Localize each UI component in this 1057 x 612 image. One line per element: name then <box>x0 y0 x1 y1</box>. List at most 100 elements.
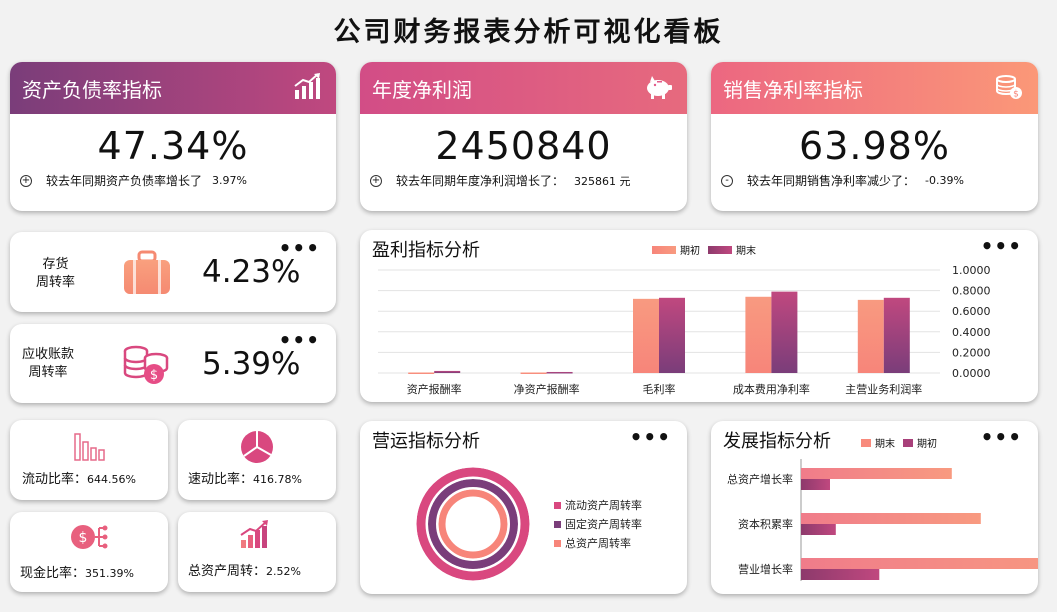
bar-begin <box>633 298 659 373</box>
y-tick-label: 0.2000 <box>952 346 991 359</box>
legend-label-end: 期末 <box>875 439 895 450</box>
cash-network-icon: $ <box>71 525 108 549</box>
asset-turnover-card: 总资产周转：2.52% <box>178 512 336 592</box>
current-ratio-card: 流动比率：644.56% <box>10 420 168 500</box>
bar-begin <box>520 372 547 374</box>
kpi-note: - 较去年同期销售净利率减少了： -0.39% <box>711 172 1038 189</box>
kpi-note-text: 较去年同期销售净利率减少了： <box>747 174 916 188</box>
x-tick-label: 主营业务利润率 <box>845 382 922 396</box>
receivable-turnover-label: 应收账款 周转率 <box>22 347 75 380</box>
profit-chart-plot: 1.0000 0.8000 0.6000 0.4000 0.2000 0.0000 资产报酬… <box>378 264 991 396</box>
more-menu-icon[interactable]: ••• <box>278 328 320 352</box>
x-tick-label: 成本费用净利率 <box>733 382 810 396</box>
receivable-turnover-value: 5.39% <box>202 346 301 382</box>
legend-label-begin: 期初 <box>680 246 700 257</box>
kpi-note-text: 较去年同期年度净利润增长了： <box>396 174 565 188</box>
bar-begin <box>801 569 880 580</box>
kpi-value: 2450840 <box>435 124 612 168</box>
kpi-change: 3.97% <box>212 174 247 187</box>
legend-swatch-begin <box>652 245 676 254</box>
more-menu-icon[interactable]: ••• <box>980 425 1022 449</box>
cash-ratio: 现金比率：351.39% <box>20 566 134 581</box>
kpi-value: 47.34% <box>97 124 249 168</box>
bar-end <box>801 513 981 524</box>
kpi-note: + 较去年同期资产负债率增长了 3.97% <box>10 172 336 189</box>
more-menu-icon[interactable]: ••• <box>278 236 320 260</box>
kpi-change: -0.39% <box>925 174 964 187</box>
kpi-card-net-profit: 年度净利润 2450840 + 较去年同期年度净利润增长了： 325861 元 <box>360 62 687 211</box>
profit-chart-card: 盈利指标分析 ••• 期初 期末 1.0000 0.8000 0.6000 0.400… <box>360 230 1038 402</box>
donut-ring-2 <box>428 479 518 569</box>
operations-chart-title: 营运指标分析 <box>372 431 480 452</box>
more-menu-icon[interactable]: ••• <box>980 234 1022 258</box>
plus-circle-icon: + <box>370 174 382 187</box>
bar-chart-icon <box>74 433 105 461</box>
kpi-title: 销售净利率指标 <box>723 77 863 102</box>
pie-chart-icon <box>241 431 273 463</box>
kpi-change: 325861 元 <box>574 174 631 188</box>
development-chart-legend: 期末 期初 <box>861 435 937 450</box>
money-icon: $ <box>996 75 1022 100</box>
operations-chart-card: 营运指标分析 ••• 流动资产周转率 固定资产周转率 总资产周转率 <box>360 421 687 594</box>
minus-circle-icon: - <box>721 174 733 187</box>
legend-swatch-end <box>861 438 871 447</box>
svg-text:$: $ <box>79 530 88 546</box>
legend-swatch-begin <box>903 438 913 447</box>
bar-end <box>771 291 798 373</box>
bar-begin <box>408 372 435 374</box>
kpi-header: 销售净利率指标 $ <box>711 62 1038 114</box>
cash-ratio-card: $ 现金比率：351.39% <box>10 512 168 592</box>
legend-label-begin: 期初 <box>917 439 937 450</box>
inventory-turnover-label: 存货 周转率 <box>36 257 76 290</box>
plus-circle-icon: + <box>20 174 32 187</box>
bar-end <box>659 297 685 373</box>
donut-ring-divider <box>415 466 531 582</box>
bar-end <box>434 370 461 373</box>
more-menu-icon[interactable]: ••• <box>629 425 671 449</box>
y-tick-label: 0.8000 <box>952 285 991 298</box>
bar-begin <box>801 524 836 535</box>
receivable-turnover-card: ••• 应收账款 周转率 $ 5.39% <box>10 324 336 403</box>
bar-end <box>801 468 952 479</box>
svg-text:$: $ <box>150 368 158 383</box>
kpi-header: 资产负债率指标 <box>10 62 336 114</box>
kpi-title: 年度净利润 <box>372 77 472 102</box>
y-tick-label: 资本积累率 <box>738 517 793 531</box>
donut-ring-1 <box>416 467 530 581</box>
x-tick-label: 净资产报酬率 <box>514 382 580 396</box>
kpi-card-net-margin: 销售净利率指标 $ 63.98% - 较去年同期销售净利率减少了： -0.39% <box>711 62 1038 211</box>
briefcase-icon <box>124 250 170 294</box>
bar-begin <box>745 296 772 373</box>
current-ratio: 流动比率：644.56% <box>22 472 136 487</box>
kpi-note-text: 较去年同期资产负债率增长了 <box>46 174 203 188</box>
bar-begin <box>857 299 884 373</box>
quick-ratio: 速动比率：416.78% <box>188 472 302 487</box>
legend-swatch <box>554 521 561 528</box>
y-tick-label: 0.0000 <box>952 367 991 380</box>
donut-ring-3 <box>438 489 508 559</box>
bar-end <box>546 371 573 374</box>
growth-chart-icon <box>294 73 320 99</box>
bar-begin <box>801 479 830 490</box>
kpi-header: 年度净利润 <box>360 62 687 114</box>
svg-text:$: $ <box>1013 90 1019 100</box>
x-tick-label: 资产报酬率 <box>407 382 462 396</box>
profit-chart-title: 盈利指标分析 <box>372 240 480 261</box>
kpi-card-debt-ratio: 资产负债率指标 47.34% + 较去年同期资产负债率增长了 3.97% <box>10 62 336 211</box>
kpi-note: + 较去年同期年度净利润增长了： 325861 元 <box>360 172 687 189</box>
legend-swatch <box>554 502 561 509</box>
bar-end <box>883 297 910 373</box>
development-chart-title: 发展指标分析 <box>723 431 831 452</box>
legend-label-end: 期末 <box>736 246 756 257</box>
piggy-bank-icon <box>647 76 672 99</box>
inventory-turnover-card: ••• 存货 周转率 4.23% <box>10 232 336 312</box>
legend-swatch-end <box>708 245 732 254</box>
donut-ring-divider <box>437 488 509 560</box>
kpi-title: 资产负债率指标 <box>22 77 162 102</box>
inventory-turnover-value: 4.23% <box>202 254 301 290</box>
y-tick-label: 0.6000 <box>952 305 991 318</box>
legend-swatch <box>554 540 561 547</box>
quick-ratio-card: 速动比率：416.78% <box>178 420 336 500</box>
